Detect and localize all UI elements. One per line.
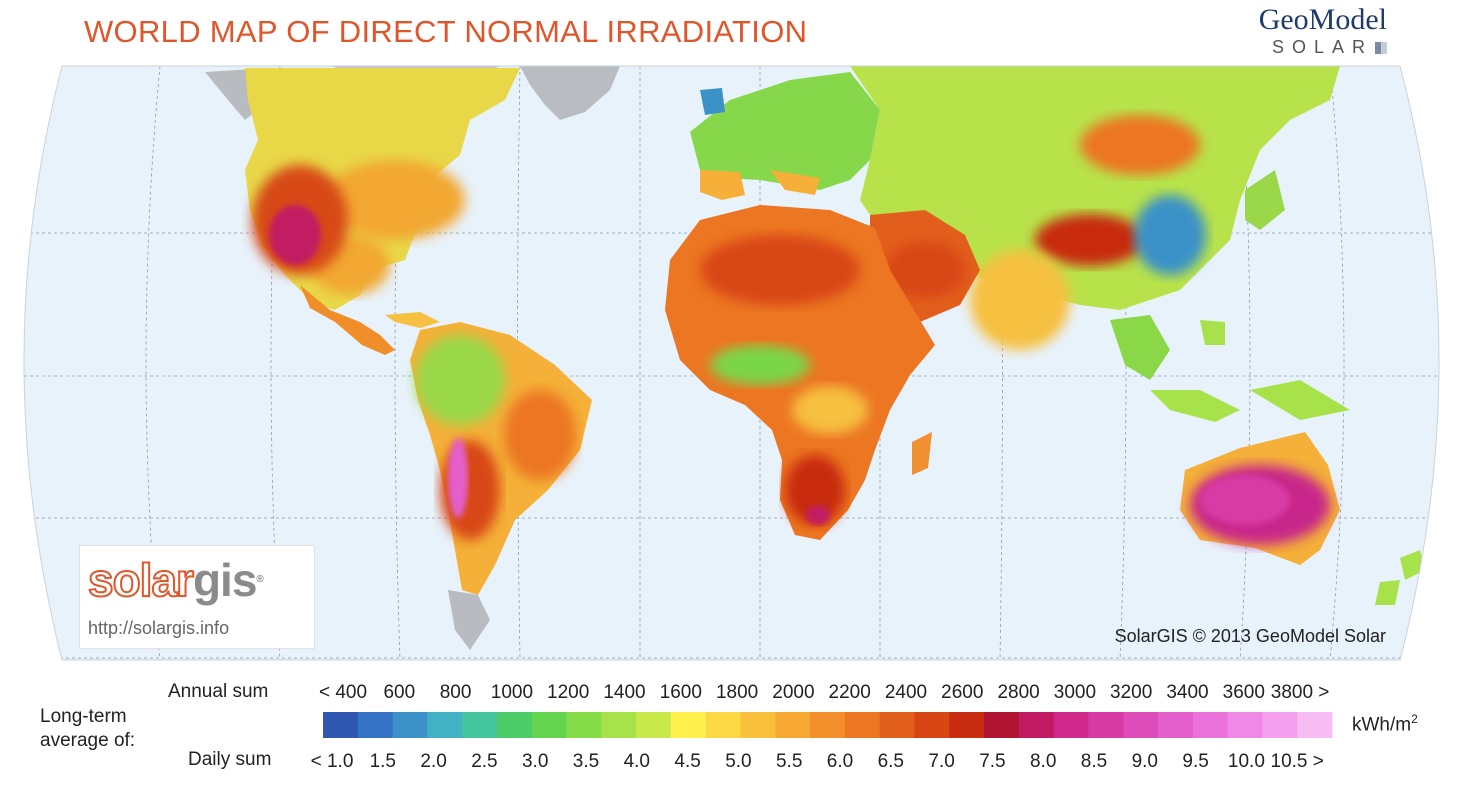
legend-daily-tick: 8.5 xyxy=(1081,751,1107,772)
legend-annual-tick: 1800 xyxy=(716,682,758,703)
legend-daily-tick: 9.5 xyxy=(1182,751,1208,772)
legend-annual-tick: 2200 xyxy=(829,682,871,703)
map-frame xyxy=(23,65,1440,661)
solargis-logo-box: solargis® http://solargis.info xyxy=(79,545,315,649)
legend-daily-tick: 6.5 xyxy=(878,751,904,772)
legend-annual-tick: 2400 xyxy=(885,682,927,703)
legend-color-cell xyxy=(1158,712,1194,738)
legend-color-cell xyxy=(566,712,602,738)
legend-daily-tick: 6.0 xyxy=(827,751,853,772)
legend-color-cell xyxy=(323,712,359,738)
legend-color-cell xyxy=(357,712,393,738)
australia xyxy=(1180,432,1340,565)
map-title: WORLD MAP OF DIRECT NORMAL IRRADIATION xyxy=(84,14,808,49)
copyright: SolarGIS © 2013 GeoModel Solar xyxy=(1114,626,1386,646)
legend-color-cell xyxy=(1262,712,1298,738)
legend-daily-tick: 10.5 > xyxy=(1271,751,1324,772)
legend-daily-tick: 5.5 xyxy=(776,751,802,772)
africa xyxy=(665,205,935,540)
legend-daily-tick: 9.0 xyxy=(1132,751,1158,772)
legend-daily-tick: 1.5 xyxy=(370,751,396,772)
legend-annual-tick: 1600 xyxy=(660,682,702,703)
legend-annual-tick: 800 xyxy=(440,682,472,703)
legend-color-cell xyxy=(1227,712,1263,738)
legend-annual-tick: 3200 xyxy=(1110,682,1152,703)
legend-color-cell xyxy=(984,712,1020,738)
geomodel-square-icon xyxy=(1375,42,1387,55)
geomodel-logo: GeoModel SOLAR xyxy=(1259,4,1387,58)
legend-color-cell xyxy=(705,712,741,738)
legend-daily-tick: 2.5 xyxy=(471,751,497,772)
legend-annual-tick: 3400 xyxy=(1166,682,1208,703)
geomodel-name: GeoModel xyxy=(1258,3,1387,36)
legend-color-cell xyxy=(1123,712,1159,738)
legend-annual-tick: 2000 xyxy=(772,682,814,703)
greenland xyxy=(520,66,620,120)
legend-color-cell xyxy=(427,712,463,738)
legend-daily-tick: 4.0 xyxy=(624,751,650,772)
europe xyxy=(690,72,880,200)
legend-color-cell xyxy=(1192,712,1229,738)
legend-color-cell xyxy=(392,712,428,738)
legend-scale: < 400 600 800 1000 1200 1400 1600 1800 2000 2200 2… xyxy=(311,682,1333,772)
legend-color-cell xyxy=(496,712,533,738)
legend-color-cell xyxy=(462,712,498,738)
legend-annual-tick: 3600 xyxy=(1223,682,1265,703)
legend-daily-tick: 7.5 xyxy=(979,751,1005,772)
north-america xyxy=(205,68,520,355)
legend-annual-label: Annual sum xyxy=(168,681,269,702)
legend-daily-tick: 8.0 xyxy=(1030,751,1056,772)
solargis-url[interactable]: http://solargis.info xyxy=(88,618,230,638)
legend-color-cell xyxy=(740,712,776,738)
legend-color-cell xyxy=(914,712,950,738)
legend-color-cell xyxy=(636,712,672,738)
legend-color-cell xyxy=(1297,712,1333,738)
legend-annual-tick: < 400 xyxy=(319,682,367,703)
legend-color-cell xyxy=(844,712,881,738)
legend-annual-tick: 1200 xyxy=(547,682,589,703)
legend-unit: kWh/m2 xyxy=(1352,712,1418,736)
legend-color-cell xyxy=(810,712,846,738)
legend-color-cell xyxy=(1088,712,1124,738)
legend-annual-tick: 600 xyxy=(383,682,415,703)
legend-daily-tick: < 1.0 xyxy=(311,751,354,772)
legend-daily-tick: 10.0 xyxy=(1228,751,1265,772)
legend-annual-tick: 2600 xyxy=(941,682,983,703)
legend-color-cell xyxy=(949,712,985,738)
legend-color-cell xyxy=(1018,712,1055,738)
legend-color-cell xyxy=(601,712,637,738)
legend-left-label: Long-term average of: xyxy=(40,706,136,751)
legend-daily-label: Daily sum xyxy=(188,749,272,770)
solargis-logo: solargis® xyxy=(87,553,264,607)
legend-annual-tick: 1000 xyxy=(491,682,533,703)
legend-daily-tick: 2.0 xyxy=(420,751,446,772)
south-america xyxy=(410,322,592,650)
legend-daily-tick: 4.5 xyxy=(674,751,700,772)
geomodel-sub: SOLAR xyxy=(1271,37,1373,57)
legend-daily-tick: 3.0 xyxy=(522,751,548,772)
legend-color-cell xyxy=(879,712,915,738)
legend-annual-tick: 3000 xyxy=(1054,682,1096,703)
legend-color-cell xyxy=(670,712,707,738)
legend-annual-tick: 3800 > xyxy=(1271,682,1330,703)
legend-annual-tick: 2800 xyxy=(997,682,1039,703)
new-zealand xyxy=(1375,550,1425,605)
asia xyxy=(850,66,1340,380)
japan xyxy=(1245,170,1285,230)
legend-color-cell xyxy=(531,712,567,738)
legend-daily-tick: 3.5 xyxy=(573,751,599,772)
legend-color-cell xyxy=(775,712,811,738)
legend-annual-tick: 1400 xyxy=(603,682,645,703)
legend-color-cell xyxy=(1053,712,1089,738)
legend-daily-tick: 7.0 xyxy=(928,751,954,772)
legend-daily-tick: 5.0 xyxy=(725,751,751,772)
southeast-asia-islands xyxy=(1150,320,1350,422)
